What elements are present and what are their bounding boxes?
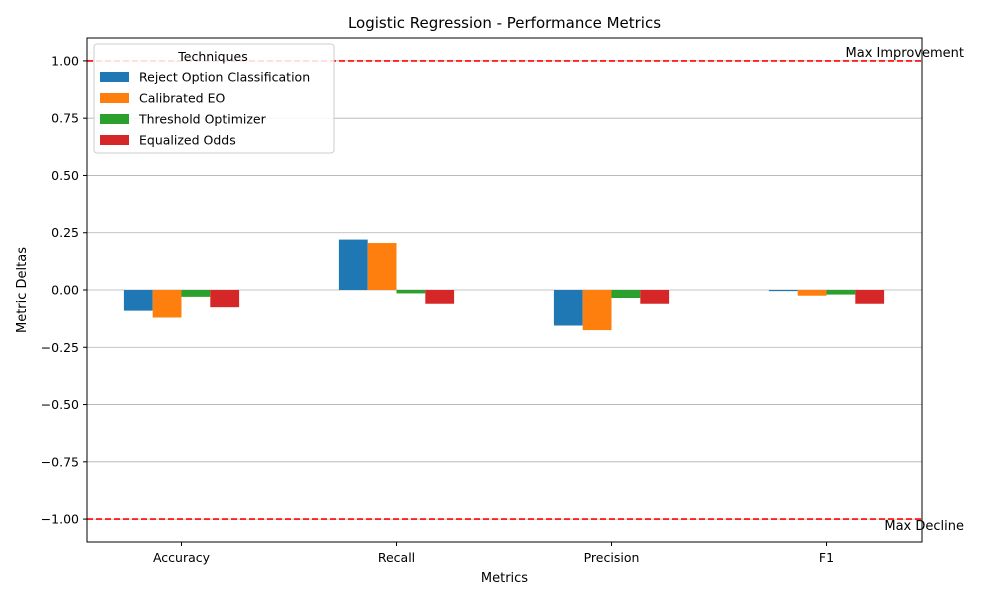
bars bbox=[123, 239, 885, 331]
bar bbox=[611, 290, 641, 299]
y-tick-label: −1.00 bbox=[41, 512, 79, 527]
y-tick-label: 1.00 bbox=[51, 53, 79, 68]
bar bbox=[582, 290, 612, 331]
y-tick-label: 0.50 bbox=[51, 168, 79, 183]
legend-label: Threshold Optimizer bbox=[138, 112, 267, 127]
legend-label: Calibrated EO bbox=[139, 91, 225, 106]
x-tick-label: Recall bbox=[378, 550, 415, 565]
legend-label: Reject Option Classification bbox=[139, 70, 310, 85]
x-tick-label: F1 bbox=[819, 550, 834, 565]
legend: Techniques Reject Option Classification C… bbox=[93, 43, 335, 154]
y-tick-label: −0.50 bbox=[41, 397, 79, 412]
legend-swatch bbox=[100, 114, 129, 124]
y-axis-ticks: 1.00 0.75 0.50 0.25 0.00 −0.25 −0.50 −0.75 −1.00 bbox=[41, 53, 87, 527]
bar bbox=[367, 243, 397, 290]
reference-line-label: Max Decline bbox=[884, 519, 964, 534]
bar bbox=[826, 290, 856, 295]
y-axis-label: Metric Deltas bbox=[15, 247, 30, 333]
y-tick-label: 0.00 bbox=[51, 283, 79, 298]
x-tick-label: Precision bbox=[584, 550, 640, 565]
bar bbox=[396, 290, 426, 294]
chart-title: Logistic Regression - Performance Metric… bbox=[348, 14, 661, 32]
bar bbox=[210, 290, 240, 308]
bar bbox=[640, 290, 670, 304]
y-tick-label: −0.75 bbox=[41, 454, 79, 469]
bar bbox=[338, 239, 368, 290]
bar bbox=[425, 290, 455, 304]
bar bbox=[181, 290, 211, 297]
x-axis-label: Metrics bbox=[481, 571, 528, 586]
legend-label: Equalized Odds bbox=[139, 133, 236, 148]
legend-title: Techniques bbox=[177, 49, 247, 64]
reference-line-label: Max Improvement bbox=[846, 46, 964, 61]
y-tick-label: 0.75 bbox=[51, 111, 79, 126]
bar bbox=[152, 290, 182, 318]
bar bbox=[855, 290, 885, 304]
y-tick-label: −0.25 bbox=[41, 340, 79, 355]
legend-swatch bbox=[100, 93, 129, 103]
annotations: Max Improvement Max Decline bbox=[846, 46, 964, 534]
legend-swatch bbox=[100, 135, 129, 145]
bar bbox=[553, 290, 583, 326]
x-tick-label: Accuracy bbox=[153, 550, 211, 565]
x-axis-ticks: Accuracy Recall Precision F1 bbox=[153, 542, 834, 565]
legend-box bbox=[93, 43, 335, 154]
bar bbox=[123, 290, 153, 311]
legend-swatch bbox=[100, 72, 129, 82]
bar bbox=[797, 290, 827, 296]
bar bbox=[768, 290, 798, 292]
legend-items: Reject Option Classification Calibrated E… bbox=[100, 70, 310, 148]
y-tick-label: 0.25 bbox=[51, 225, 79, 240]
